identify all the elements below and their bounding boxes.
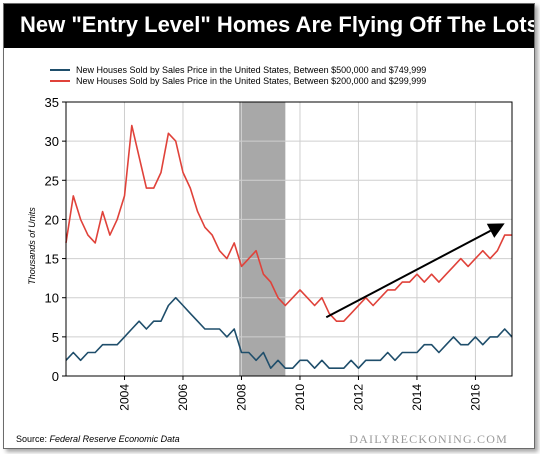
chart-canvas: New Houses Sold by Sales Price in the Un… xyxy=(27,65,513,411)
plot-border xyxy=(65,101,513,377)
x-tick-label: 2012 xyxy=(351,384,365,411)
y-tick-label: 25 xyxy=(45,173,59,188)
source-name: Federal Reserve Economic Data xyxy=(49,434,180,444)
x-tick-label: 2008 xyxy=(234,384,248,411)
legend-label-low: New Houses Sold by Sales Price in the Un… xyxy=(76,76,426,86)
title-bar: New "Entry Level" Homes Are Flying Off T… xyxy=(4,4,534,48)
y-tick-label: 15 xyxy=(45,252,59,267)
y-axis-label: Thousands of Units xyxy=(27,207,37,285)
x-tick-label: 2006 xyxy=(176,384,190,411)
x-tick-label: 2004 xyxy=(117,384,131,411)
chart-title: New "Entry Level" Homes Are Flying Off T… xyxy=(20,12,535,37)
chart-frame: New "Entry Level" Homes Are Flying Off T… xyxy=(3,3,535,449)
legend-label-high: New Houses Sold by Sales Price in the Un… xyxy=(76,65,426,75)
y-tick-label: 30 xyxy=(45,134,59,149)
plot-area: 0 5 10 15 20 25 30 35 2004 2006 2008 2010 2012 2014 20… xyxy=(45,95,513,411)
source-note: Source: Federal Reserve Economic Data xyxy=(16,434,180,444)
y-tick-label: 5 xyxy=(52,330,59,345)
y-tick-label: 35 xyxy=(45,95,59,110)
x-tick-label: 2010 xyxy=(293,384,307,411)
watermark: DAILYRECKONING.COM xyxy=(349,432,508,446)
y-tick-label: 0 xyxy=(52,369,59,384)
trend-arrow-head xyxy=(486,223,505,238)
plot-background xyxy=(66,102,512,376)
x-tick-label: 2016 xyxy=(468,384,482,411)
source-label: Source: xyxy=(16,434,48,444)
recession-band xyxy=(239,102,286,376)
x-tick-label: 2014 xyxy=(410,384,424,411)
legend: New Houses Sold by Sales Price in the Un… xyxy=(50,65,426,86)
y-tick-label: 10 xyxy=(45,291,59,306)
series-line-200k-300k xyxy=(65,124,512,323)
y-tick-label: 20 xyxy=(45,212,59,227)
series-line-500k-750k xyxy=(65,296,513,370)
trend-arrow-shaft xyxy=(325,229,491,319)
